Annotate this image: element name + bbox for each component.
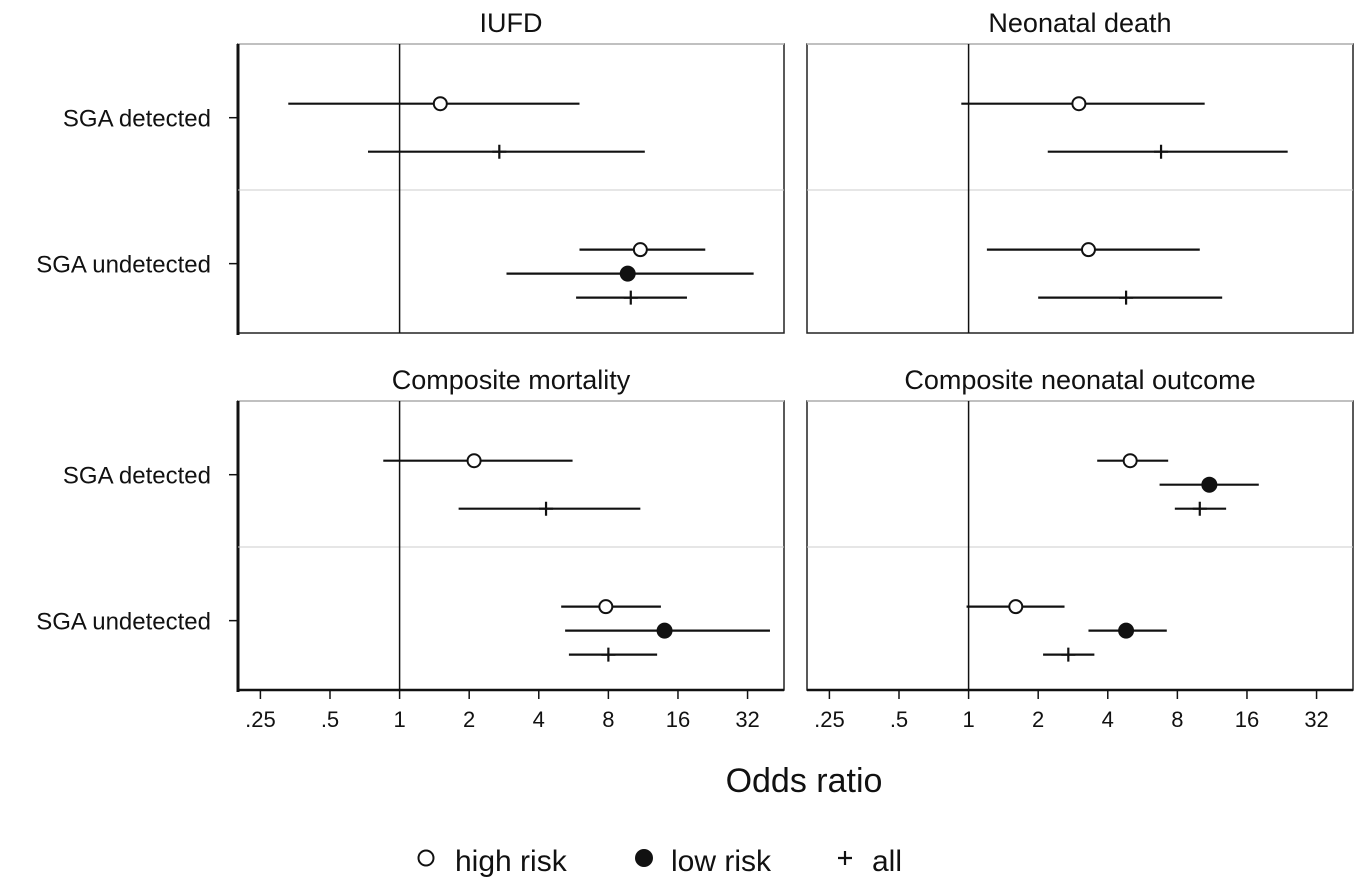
estimate-low xyxy=(1088,622,1167,639)
x-tick-label: 32 xyxy=(1304,707,1328,732)
marker-plus xyxy=(1192,501,1207,516)
marker-plus xyxy=(1154,144,1169,159)
legend-label: low risk xyxy=(671,845,772,878)
x-tick-label: 8 xyxy=(1171,707,1183,732)
x-tick-label: 8 xyxy=(602,707,614,732)
estimate-low xyxy=(1159,476,1259,493)
estimate-all xyxy=(576,290,687,305)
x-tick-label: .5 xyxy=(321,707,339,732)
marker-filled-circle xyxy=(619,265,636,282)
estimate-low xyxy=(506,265,754,282)
estimate-high xyxy=(966,599,1065,615)
marker-filled-circle xyxy=(656,622,673,639)
estimate-low xyxy=(565,622,770,639)
legend-label: all xyxy=(872,845,902,878)
panel-neonatal-death: Neonatal death xyxy=(806,8,1354,334)
legend-label: high risk xyxy=(455,845,568,878)
marker-open-circle xyxy=(1071,96,1087,112)
marker-plus xyxy=(492,144,507,159)
estimate-all xyxy=(458,501,641,516)
x-tick-label: .25 xyxy=(814,707,845,732)
marker-plus xyxy=(601,647,616,662)
row-label: SGA detected xyxy=(63,463,211,490)
x-tick-label: 2 xyxy=(1032,707,1044,732)
panel-iufd: IUFD SGA detected SGA undetected xyxy=(36,8,785,335)
estimate-all xyxy=(1174,501,1227,516)
estimate-all xyxy=(1043,647,1095,662)
x-tick-label: 4 xyxy=(533,707,545,732)
panel-composite-mortality: Composite mortality SGA detected SGA undet… xyxy=(36,365,785,692)
x-axis-title: Odds ratio xyxy=(726,762,883,800)
marker-filled-circle xyxy=(1118,622,1135,639)
marker-open-circle xyxy=(632,242,648,258)
legend-item-high: high risk xyxy=(417,845,568,878)
panel-title: Neonatal death xyxy=(988,8,1171,38)
estimate-high xyxy=(383,453,573,469)
legend-marker-open-circle xyxy=(417,849,435,867)
x-tick-label: 2 xyxy=(463,707,475,732)
x-tick-label: 1 xyxy=(962,707,974,732)
row-label: SGA undetected xyxy=(36,609,211,636)
legend: high risk low risk all xyxy=(417,845,902,878)
panel-frame xyxy=(806,43,1354,334)
panel-composite-neonatal-outcome: Composite neonatal outcome xyxy=(806,365,1354,691)
x-tick-label: 32 xyxy=(735,707,759,732)
panel-title: Composite neonatal outcome xyxy=(904,365,1255,395)
panel-title: IUFD xyxy=(480,8,543,38)
marker-filled-circle xyxy=(1201,476,1218,493)
legend-item-low: low risk xyxy=(635,845,772,878)
marker-open-circle xyxy=(1122,453,1138,469)
panel-frame xyxy=(806,400,1354,691)
estimate-high xyxy=(1097,453,1169,469)
row-label: SGA detected xyxy=(63,106,211,133)
x-tick-label: 1 xyxy=(393,707,405,732)
estimate-all xyxy=(1047,144,1288,159)
marker-open-circle xyxy=(1008,599,1024,615)
x-tick-label: 4 xyxy=(1102,707,1114,732)
marker-open-circle xyxy=(466,453,482,469)
x-tick-label: .5 xyxy=(890,707,908,732)
estimate-high xyxy=(986,242,1200,258)
estimate-all xyxy=(1038,290,1223,305)
marker-open-circle xyxy=(598,599,614,615)
x-axis: .25 .5 1 2 4 8 16 32 xyxy=(238,688,784,732)
x-axis: .25 .5 1 2 4 8 16 32 xyxy=(807,688,1353,732)
estimate-all xyxy=(568,647,658,662)
marker-open-circle xyxy=(1080,242,1096,258)
marker-plus xyxy=(1061,647,1076,662)
marker-plus xyxy=(623,290,638,305)
estimate-high xyxy=(288,96,580,112)
marker-open-circle xyxy=(432,96,448,112)
panel-frame xyxy=(237,400,785,691)
panel-title: Composite mortality xyxy=(392,365,631,395)
x-tick-label: .25 xyxy=(245,707,276,732)
legend-item-all: all xyxy=(838,845,902,878)
x-axes-group: .25 .5 1 2 4 8 16 32 .25 .5 1 2 4 8 16 32 xyxy=(238,688,1353,732)
panels-group: IUFD SGA detected SGA undetected Neonatal d… xyxy=(36,8,1354,692)
marker-plus xyxy=(539,501,554,516)
marker-plus xyxy=(1119,290,1134,305)
x-tick-label: 16 xyxy=(666,707,690,732)
legend-marker-filled-circle xyxy=(635,849,653,867)
legend-marker-plus xyxy=(838,851,852,865)
panel-frame xyxy=(237,43,785,334)
estimate-high xyxy=(961,96,1205,112)
estimate-high xyxy=(561,599,661,615)
estimate-all xyxy=(367,144,645,159)
row-label: SGA undetected xyxy=(36,252,211,279)
estimate-high xyxy=(579,242,706,258)
x-tick-label: 16 xyxy=(1235,707,1259,732)
